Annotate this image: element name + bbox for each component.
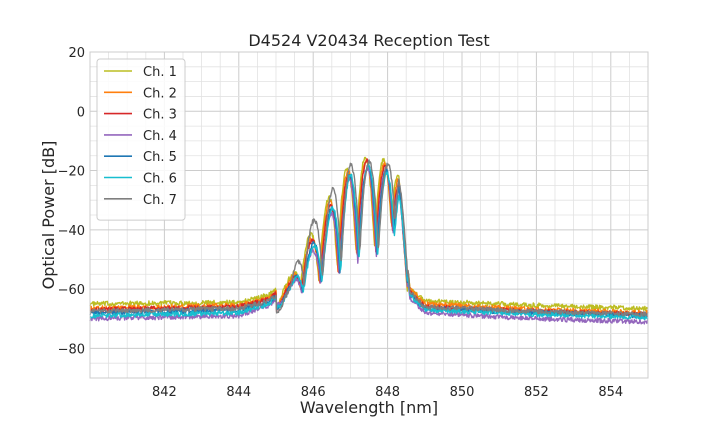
x-axis-label: Wavelength [nm] — [300, 398, 438, 417]
x-tick-label: 842 — [152, 385, 177, 400]
x-tick-label: 852 — [524, 385, 549, 400]
x-tick-label: 846 — [301, 385, 326, 400]
y-axis: 20 0 −20 −40 −60 −80 — [58, 46, 85, 357]
legend-label: Ch. 5 — [143, 150, 177, 165]
legend-label: Ch. 4 — [143, 129, 177, 144]
legend-label: Ch. 7 — [143, 193, 177, 208]
legend-label: Ch. 2 — [143, 86, 177, 101]
y-tick-label: −40 — [58, 224, 85, 239]
y-tick-label: 20 — [68, 46, 85, 61]
series-line — [89, 159, 649, 318]
series-line — [89, 167, 649, 325]
legend-label: Ch. 6 — [143, 172, 177, 187]
y-tick-label: −80 — [58, 342, 85, 357]
plot-frame — [89, 51, 649, 379]
legend-label: Ch. 1 — [143, 65, 177, 80]
y-tick-label: −20 — [58, 165, 85, 180]
legend-box — [96, 58, 186, 221]
series-line — [89, 162, 649, 321]
y-axis-label: Optical Power [dB] — [39, 141, 58, 290]
y-tick-label: 0 — [77, 105, 85, 120]
chart-title: D4524 V20434 Reception Test — [248, 31, 489, 50]
legend-label: Ch. 3 — [143, 108, 177, 123]
x-tick-label: 854 — [598, 385, 623, 400]
x-tick-label: 848 — [375, 385, 400, 400]
x-tick-label: 850 — [450, 385, 475, 400]
legend: Ch. 1 Ch. 2 Ch. 3 Ch. 4 Ch. 5 Ch. 6 Ch. 7 — [96, 58, 186, 221]
y-tick-label: −60 — [58, 283, 85, 298]
x-axis: 842 844 846 848 850 852 854 — [152, 385, 623, 400]
x-tick-label: 844 — [226, 385, 251, 400]
series-layer — [89, 156, 649, 325]
